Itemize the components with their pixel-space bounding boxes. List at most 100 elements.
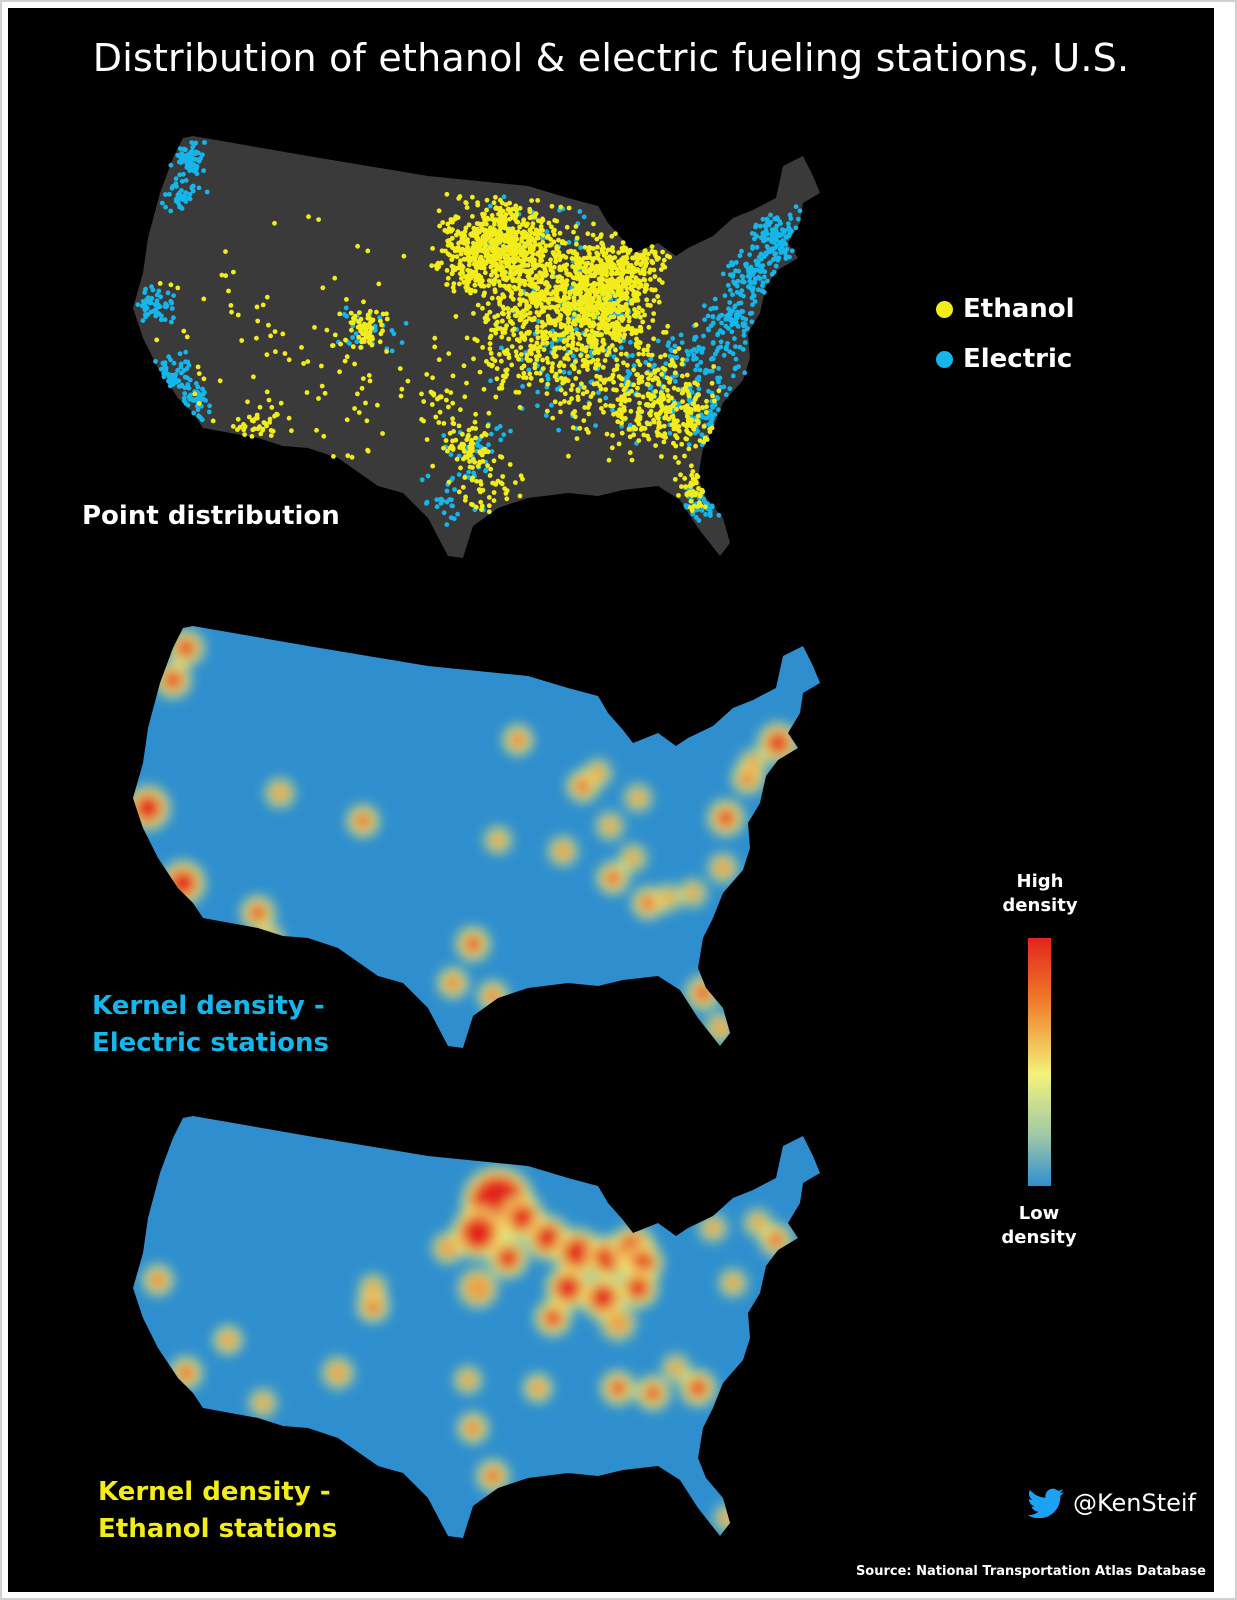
station-point [597,383,603,389]
station-point [255,415,260,421]
density-ring [725,1275,741,1291]
station-point [784,246,790,252]
station-point [740,321,746,327]
station-point [606,349,612,355]
station-point [615,324,620,330]
station-point [527,248,533,254]
station-point [651,419,657,425]
station-point [526,272,532,277]
station-point [747,285,753,291]
station-point [688,431,693,437]
station-point [380,311,386,317]
station-point [571,311,577,317]
station-point [626,318,632,324]
density-ring [660,890,676,906]
station-point [513,480,518,485]
station-point [733,356,739,362]
station-point [456,240,461,246]
station-point [514,313,519,319]
station-point [568,248,574,254]
station-point [523,375,529,381]
station-point [444,388,450,394]
station-point [464,335,470,341]
station-point [647,421,653,427]
station-point [524,299,529,305]
station-point [710,504,715,510]
station-point [504,323,509,328]
station-point [535,324,540,330]
station-point [715,378,721,383]
station-point [566,310,572,315]
density-core [468,1423,478,1433]
station-point [616,271,622,276]
station-point [439,260,444,266]
station-point [627,247,633,253]
station-point [597,398,603,403]
station-point [304,390,310,395]
station-point [774,243,780,249]
density-ring [490,832,506,848]
station-point [669,395,674,401]
station-point [723,323,729,329]
station-point [697,500,702,505]
density-ring [602,818,618,834]
station-point [262,420,268,426]
station-point [583,287,589,293]
station-point [567,289,573,295]
station-point [575,388,581,394]
station-point [590,232,596,238]
station-point [564,330,570,335]
station-point [351,315,356,321]
station-point [425,473,431,479]
station-point [518,278,524,283]
station-point [578,278,584,284]
station-point [510,214,516,220]
density-core [488,991,498,1001]
station-point [365,248,371,254]
station-point [712,296,718,302]
station-point [168,282,174,288]
station-point [196,371,202,376]
station-point [518,345,524,350]
station-point [711,364,717,369]
station-point [538,271,544,277]
station-point [635,358,641,364]
station-point [573,327,579,332]
station-point [751,293,757,299]
station-point [653,389,658,394]
station-point [755,259,761,265]
density-core [577,780,589,792]
station-point [757,223,763,229]
station-point [524,330,530,336]
station-point [488,431,494,437]
station-point [692,406,698,411]
station-point [496,211,501,217]
station-point [361,299,366,305]
station-point [521,234,527,240]
station-point [652,249,658,255]
station-point [549,402,554,408]
station-point [606,283,612,289]
station-point [750,246,755,252]
station-point [280,331,286,337]
station-point [674,435,680,441]
station-point [466,469,472,475]
station-point [182,385,188,391]
station-point [462,240,468,245]
station-point [636,291,642,297]
station-point [536,262,542,268]
station-point [645,343,651,349]
station-point [679,484,684,489]
station-point [356,410,362,415]
station-point [582,361,588,367]
station-point [486,234,492,240]
station-point [353,331,359,336]
station-point [384,349,389,354]
station-point [592,337,598,343]
station-point [355,243,360,249]
station-point [147,300,153,306]
station-point [566,240,572,245]
station-point [523,223,529,228]
station-point [444,397,449,403]
station-point [528,357,533,363]
